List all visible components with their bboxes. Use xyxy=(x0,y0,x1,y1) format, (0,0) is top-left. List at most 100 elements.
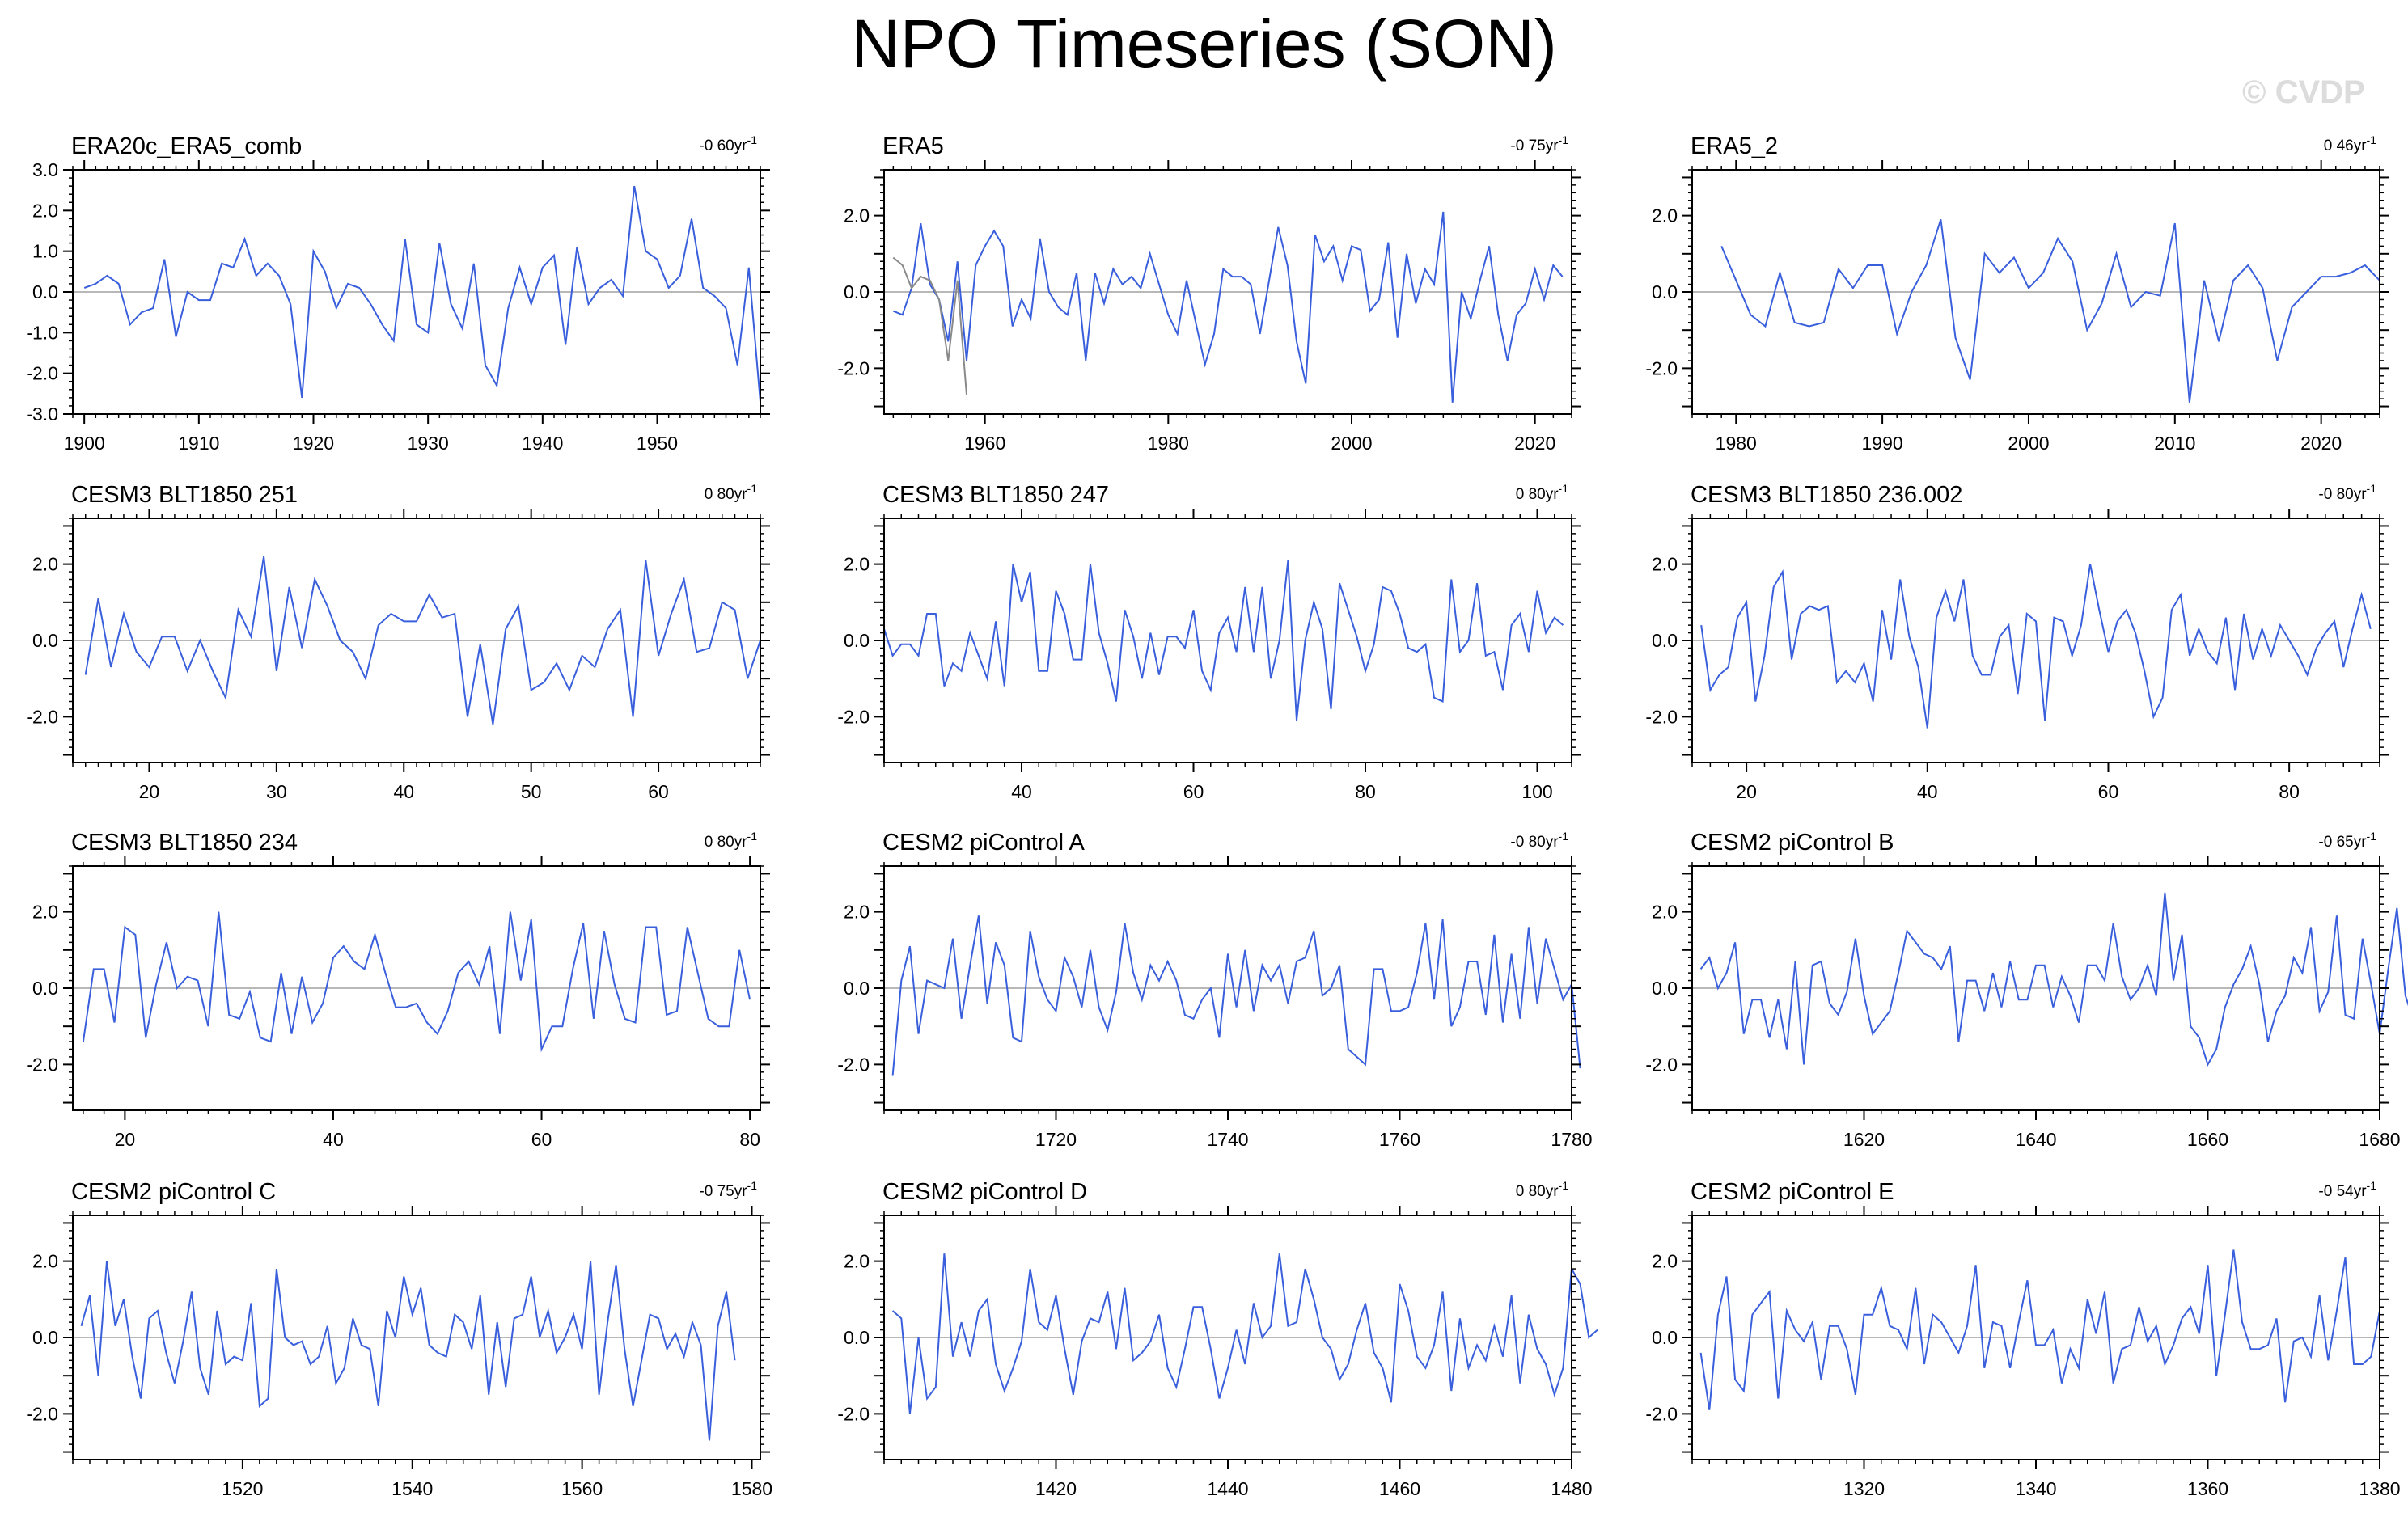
x-tick-label: 60 xyxy=(531,1129,552,1150)
x-tick-label: 40 xyxy=(393,781,414,802)
series-line xyxy=(891,1253,1598,1414)
y-tick-label: -3.0 xyxy=(26,404,58,425)
y-tick-label: 2.0 xyxy=(32,554,58,575)
panel-title: ERA5_2 xyxy=(1691,133,1778,159)
trend-unit: -1 xyxy=(1559,830,1569,843)
x-tick-label: 1460 xyxy=(1379,1478,1420,1499)
series-line xyxy=(82,911,751,1053)
x-tick-label: 1680 xyxy=(2359,1129,2400,1150)
x-tick-label: 1340 xyxy=(2015,1478,2056,1499)
trend-unit: -1 xyxy=(1559,1179,1569,1192)
x-tick-label: 2010 xyxy=(2154,433,2195,454)
panel-title: CESM2 piControl E xyxy=(1691,1179,1894,1205)
series-line xyxy=(1699,1249,2380,1410)
x-tick-label: 20 xyxy=(1736,781,1757,802)
trend-unit: -1 xyxy=(747,1179,758,1192)
trend-unit: -1 xyxy=(2367,830,2377,843)
x-tick-label: 1930 xyxy=(408,433,449,454)
y-tick-label: 2.0 xyxy=(32,902,58,923)
y-tick-label: -2.0 xyxy=(837,357,870,378)
panel-title: ERA20c_ERA5_comb xyxy=(71,133,302,159)
chart-panel: CESM2 piControl A -0 80yr-1 -2.0 0.0 2.0 1720… xyxy=(837,830,1592,1150)
x-tick-label: 20 xyxy=(139,781,160,802)
series-line xyxy=(84,556,761,725)
y-tick-label: 2.0 xyxy=(844,205,870,226)
y-tick-label: -2.0 xyxy=(1645,706,1678,727)
y-tick-label: 2.0 xyxy=(1652,554,1678,575)
y-tick-label: -2.0 xyxy=(837,1054,870,1075)
x-tick-label: 1360 xyxy=(2187,1478,2228,1499)
y-tick-label: 0.0 xyxy=(1652,281,1678,302)
y-tick-label: 2.0 xyxy=(844,554,870,575)
chart-panel: CESM2 piControl D 0 80yr-1 -2.0 0.0 2.0 1420 1… xyxy=(837,1179,1598,1499)
x-tick-label: 1960 xyxy=(964,433,1005,454)
chart-panel: ERA20c_ERA5_comb -0 60yr-1 -3.0 -2.0 -1.0 0.0… xyxy=(26,133,770,454)
chart-panel: CESM2 piControl C -0 75yr-1 -2.0 0.0 2.0 1520… xyxy=(26,1179,772,1499)
trend-label: -0 80yr-1 xyxy=(2318,482,2376,503)
series-line xyxy=(883,560,1564,721)
y-tick-label: -1.0 xyxy=(26,322,58,343)
y-tick-label: 0.0 xyxy=(1652,630,1678,651)
x-tick-label: 1980 xyxy=(1148,433,1189,454)
x-tick-label: 1520 xyxy=(222,1478,263,1499)
trend-label: 0 80yr-1 xyxy=(705,830,757,851)
y-tick-label: -2.0 xyxy=(1645,1054,1678,1075)
x-tick-label: 1900 xyxy=(64,433,105,454)
x-tick-label: 1940 xyxy=(522,433,563,454)
panel-title: CESM2 piControl A xyxy=(882,830,1085,856)
x-tick-label: 1980 xyxy=(1716,433,1757,454)
x-tick-label: 1580 xyxy=(731,1478,772,1499)
panel-title: CESM2 piControl B xyxy=(1691,830,1894,856)
y-tick-label: 2.0 xyxy=(844,1251,870,1272)
y-tick-label: 2.0 xyxy=(1652,1251,1678,1272)
y-tick-label: 3.0 xyxy=(32,159,58,180)
y-tick-label: -2.0 xyxy=(26,1054,58,1075)
x-tick-label: 100 xyxy=(1521,781,1552,802)
trend-label: -0 60yr-1 xyxy=(699,133,757,154)
x-tick-label: 1640 xyxy=(2015,1129,2056,1150)
x-tick-label: 1990 xyxy=(1862,433,1903,454)
trend-label: 0 46yr-1 xyxy=(2324,133,2376,154)
series-line xyxy=(83,185,761,402)
figure-title: NPO Timeseries (SON) xyxy=(851,6,1557,82)
chart-panel: CESM2 piControl E -0 54yr-1 -2.0 0.0 2.0 1320… xyxy=(1645,1179,2400,1499)
x-tick-label: 80 xyxy=(1355,781,1376,802)
x-tick-label: 2020 xyxy=(1514,433,1555,454)
x-tick-label: 30 xyxy=(266,781,287,802)
x-tick-label: 40 xyxy=(323,1129,344,1150)
trend-label: -0 54yr-1 xyxy=(2318,1179,2376,1200)
series-line xyxy=(892,211,1564,403)
panel-title: CESM3 BLT1850 251 xyxy=(71,482,298,508)
x-tick-label: 1910 xyxy=(178,433,219,454)
y-tick-label: 2.0 xyxy=(844,902,870,923)
series-line xyxy=(1700,564,2372,729)
trend-unit: -1 xyxy=(2367,1179,2377,1192)
trend-label: 0 80yr-1 xyxy=(1516,1179,1568,1200)
y-tick-label: -2.0 xyxy=(1645,1403,1678,1424)
trend-label: 0 80yr-1 xyxy=(1516,482,1568,503)
series-line xyxy=(1699,892,2408,1067)
trend-unit: -1 xyxy=(747,830,758,843)
chart-panel: CESM3 BLT1850 234 0 80yr-1 -2.0 0.0 2.0 20 40 6… xyxy=(26,830,770,1150)
y-tick-label: 0.0 xyxy=(32,1327,58,1348)
y-tick-label: 0.0 xyxy=(32,978,58,999)
trend-label: -0 80yr-1 xyxy=(1510,830,1568,851)
y-tick-label: 0.0 xyxy=(844,630,870,651)
x-tick-label: 80 xyxy=(2279,781,2300,802)
x-tick-label: 1440 xyxy=(1207,1478,1248,1499)
cvdp-watermark: © CVDP xyxy=(2242,74,2365,110)
trend-label: 0 80yr-1 xyxy=(705,482,757,503)
x-tick-label: 2000 xyxy=(1331,433,1372,454)
trend-unit: -1 xyxy=(2367,482,2377,495)
y-tick-label: -2.0 xyxy=(26,363,58,384)
x-tick-label: 2020 xyxy=(2300,433,2342,454)
y-tick-label: -2.0 xyxy=(837,706,870,727)
x-tick-label: 1780 xyxy=(1551,1129,1592,1150)
series-line xyxy=(891,915,1581,1076)
y-tick-label: 0.0 xyxy=(32,281,58,302)
chart-panel: ERA5_2 0 46yr-1 -2.0 0.0 2.0 1980 1990 2000 2010… xyxy=(1645,133,2389,454)
panel-title: CESM3 BLT1850 247 xyxy=(882,482,1109,508)
y-tick-label: -2.0 xyxy=(1645,357,1678,378)
series-line xyxy=(1720,218,2380,403)
x-tick-label: 1950 xyxy=(637,433,678,454)
